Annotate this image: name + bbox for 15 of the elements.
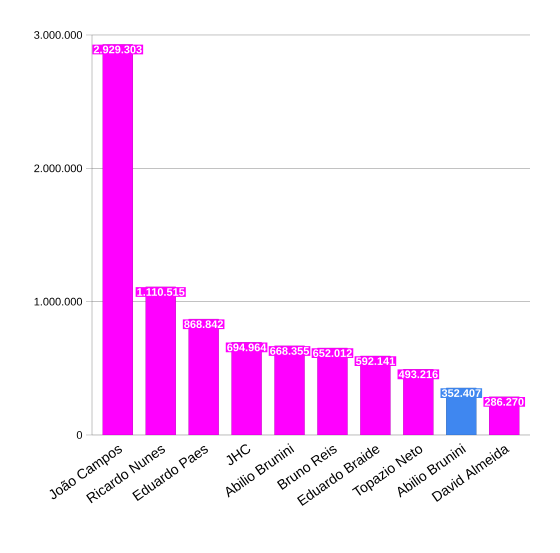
data-label: 2.929.303 [94, 46, 142, 54]
y-tick-label: 0 [76, 431, 82, 439]
data-label: 352.407 [442, 389, 481, 397]
y-tick-label: 3.000.000 [34, 31, 82, 39]
x-tick-label: JHC [226, 444, 250, 466]
data-label: 668.355 [270, 347, 310, 355]
data-label: 1.110.515 [137, 288, 184, 296]
data-label: 286.270 [484, 398, 524, 406]
data-label: 652.012 [313, 349, 352, 358]
data-label: 694.964 [227, 344, 266, 352]
data-label: 493.216 [398, 370, 438, 378]
y-tick-label: 2.000.000 [34, 164, 82, 172]
y-tick-label: 1.000.000 [34, 298, 82, 306]
data-label: 592.141 [356, 357, 395, 365]
data-label: 868.842 [184, 320, 224, 328]
